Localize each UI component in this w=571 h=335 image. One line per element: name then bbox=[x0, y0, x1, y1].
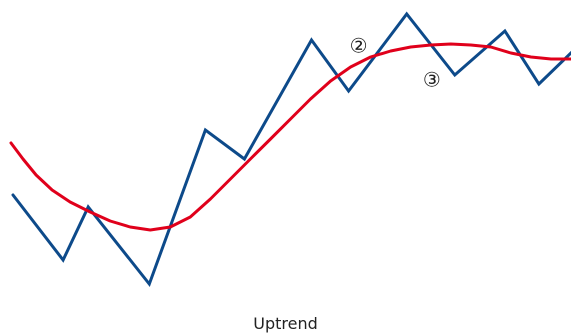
moving-average-line bbox=[9, 42, 571, 232]
chart-caption: Uptrend bbox=[253, 314, 318, 333]
price-series-line bbox=[11, 11, 571, 288]
annotation-label-2: ③ bbox=[423, 68, 441, 92]
annotation-layer: ②③ bbox=[350, 34, 441, 92]
series-layer bbox=[9, 11, 571, 288]
annotation-label-1: ② bbox=[350, 34, 368, 58]
